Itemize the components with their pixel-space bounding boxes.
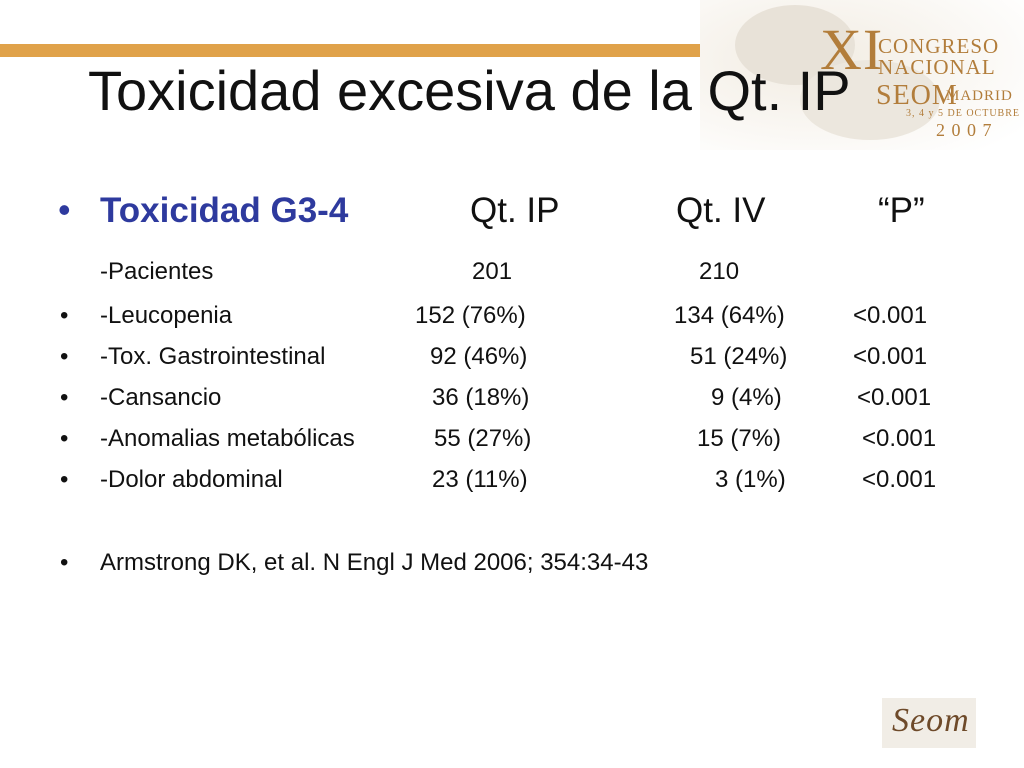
header-col-ip: Qt. IP bbox=[470, 191, 560, 230]
header-col-iv: Qt. IV bbox=[676, 191, 766, 230]
bullet-icon: • bbox=[60, 343, 69, 370]
table-row-ip: 55 (27%) bbox=[434, 425, 532, 452]
table-row-iv: 3 (1%) bbox=[715, 466, 786, 493]
bullet-icon: • bbox=[60, 384, 69, 411]
table-row-ip: 23 (11%) bbox=[432, 466, 528, 493]
logo-year: 2 0 0 7 bbox=[936, 120, 993, 140]
table-row-label: -Leucopenia bbox=[100, 302, 233, 329]
table-row-p: <0.001 bbox=[857, 384, 932, 411]
table-row-iv: 51 (24%) bbox=[690, 343, 788, 370]
header-label: Toxicidad G3-4 bbox=[100, 191, 349, 230]
page-title: Toxicidad excesiva de la Qt. IP bbox=[88, 59, 851, 122]
patients-label: -Pacientes bbox=[100, 258, 214, 285]
patients-iv: 210 bbox=[699, 258, 740, 285]
table-row-label: -Tox. Gastrointestinal bbox=[100, 343, 326, 370]
logo-line-nacional: NACIONAL bbox=[878, 55, 996, 79]
table-row-ip: 152 (76%) bbox=[415, 302, 526, 329]
table-row-p: <0.001 bbox=[853, 343, 928, 370]
table-row-label: -Cansancio bbox=[100, 384, 222, 411]
table-row-ip: 36 (18%) bbox=[432, 384, 530, 411]
table-row-label: -Dolor abdominal bbox=[100, 466, 283, 493]
table-row-iv: 9 (4%) bbox=[711, 384, 782, 411]
table-row-ip: 92 (46%) bbox=[430, 343, 528, 370]
logo-numeral: XI bbox=[820, 17, 884, 82]
bullet-icon: • bbox=[60, 466, 69, 493]
logo-dates: 3, 4 y 5 DE OCTUBRE bbox=[906, 108, 1020, 119]
bullet-icon: • bbox=[60, 425, 69, 452]
table-row-iv: 134 (64%) bbox=[674, 302, 785, 329]
table-row-label: -Anomalias metabólicas bbox=[100, 425, 355, 452]
table-row-p: <0.001 bbox=[862, 425, 937, 452]
seom-corner-logo-text: Seom bbox=[892, 702, 970, 739]
logo-line-congreso: CONGRESO bbox=[878, 34, 1000, 58]
table-row-p: <0.001 bbox=[853, 302, 928, 329]
congress-logo: XI CONGRESO NACIONAL SEOM MADRID 3, 4 y … bbox=[700, 0, 1024, 150]
header-col-p: “P” bbox=[878, 191, 925, 230]
bullet-icon: • bbox=[60, 549, 69, 576]
logo-org: SEOM bbox=[876, 80, 958, 111]
bullet-icon: • bbox=[58, 189, 71, 230]
patients-ip: 201 bbox=[472, 258, 513, 285]
table-row-p: <0.001 bbox=[862, 466, 937, 493]
table-row-iv: 15 (7%) bbox=[697, 425, 782, 452]
bullet-icon: • bbox=[60, 302, 69, 329]
reference-citation: Armstrong DK, et al. N Engl J Med 2006; … bbox=[100, 549, 649, 576]
seom-corner-logo: Seom bbox=[882, 698, 976, 748]
title-accent-bar bbox=[0, 44, 820, 57]
logo-city: MADRID bbox=[946, 88, 1013, 104]
congress-logo-backdrop-icon bbox=[700, 0, 1024, 150]
